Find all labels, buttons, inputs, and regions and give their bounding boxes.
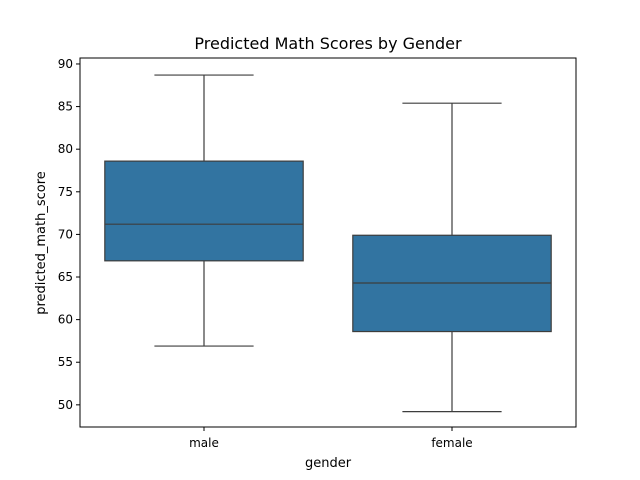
x-axis-label: gender xyxy=(305,456,352,471)
y-tick-label: 50 xyxy=(58,398,73,412)
y-tick-label: 60 xyxy=(58,313,73,327)
plot-area: 50 55 60 65 70 75 80 85 90 male female xyxy=(58,57,552,450)
y-tick-label: 80 xyxy=(58,142,73,156)
x-tick-label: male xyxy=(189,436,219,450)
y-tick-label: 90 xyxy=(58,57,73,71)
chart-title: Predicted Math Scores by Gender xyxy=(194,34,462,53)
y-tick-label: 85 xyxy=(58,100,73,114)
y-tick-label: 70 xyxy=(58,227,73,241)
x-tick-label: female xyxy=(431,436,472,450)
y-tick-label: 65 xyxy=(58,270,73,284)
y-tick-label: 75 xyxy=(58,185,73,199)
plot-frame xyxy=(79,57,577,428)
box-male xyxy=(104,160,304,262)
y-axis-label: predicted_math_score xyxy=(34,171,49,315)
y-tick-label: 55 xyxy=(58,355,73,369)
